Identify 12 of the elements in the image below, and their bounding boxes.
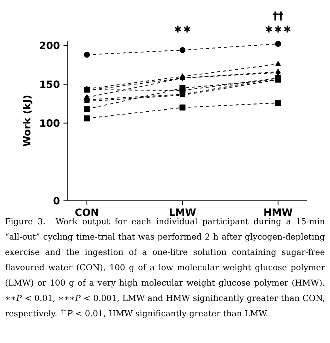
y-axis-title: Work (kJ) [23,96,33,147]
text: ∗∗∗ [266,26,291,33]
x-tick-label: LMW [170,208,196,216]
y-tick-label: 0 [54,197,60,205]
x-tick-label: HMW [264,208,293,216]
x-tick-label: CON [76,208,98,216]
y-tick-label: 200 [40,42,60,50]
y-tick-label: 100 [40,120,60,128]
text: ∗∗ [174,26,191,33]
y-tick-label: 150 [40,80,60,88]
text: †† [273,12,284,21]
text: Figure 3. Work output for each individual participant during a 15-min “all-out” cycling time-trial that was performed 2 h after glycogen-depleting exercise and the ingestion of a one-litre solution containing sugar-free flavoured water (CON), 100 g of a low molecular weight glucose polymer (LMW) or 100 g of a very high molecular weight glucose polymer (HMW). ∗∗P < 0.01, ∗∗∗P < 0.001, LMW and HMW significantly greater than CON, respectively. $^{††}$P < 0.01, HMW significantly greater than LMW. [5,218,326,318]
